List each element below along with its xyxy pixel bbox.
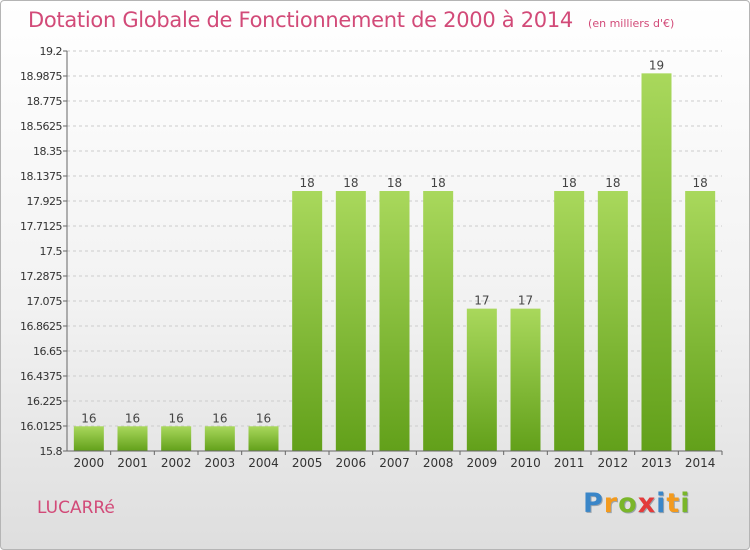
bar-2002 — [161, 426, 192, 451]
bar-value-label: 17 — [518, 294, 533, 308]
commune-name: LUCARRé — [37, 498, 115, 518]
x-tick-labels: 2000 2001 2002 2003 2004 2005 2006 2007 2008 2009… — [74, 451, 723, 470]
y-tick-label: 15.8 — [40, 445, 63, 458]
x-tick-label: 2012 — [598, 456, 629, 470]
x-tick-label: 2008 — [423, 456, 454, 470]
y-tick-label: 18.775 — [27, 95, 63, 108]
x-tick-label: 2010 — [510, 456, 541, 470]
bar-2009 — [466, 308, 497, 451]
bar-2004 — [248, 426, 279, 451]
bar-value-label: 17 — [474, 294, 489, 308]
x-tick-label: 2004 — [248, 456, 279, 470]
bar-value-labels: 16 16 16 16 16 18 18 18 18 17 17 18 18 19 18 — [81, 58, 708, 425]
bar-value-label: 16 — [169, 411, 184, 425]
bar-value-label: 18 — [343, 176, 358, 190]
bar-value-label: 16 — [212, 411, 227, 425]
x-tick-label: 2001 — [117, 456, 148, 470]
brand-letter: i — [656, 488, 667, 519]
x-tick-label: 2000 — [74, 456, 105, 470]
brand-letter: P — [583, 488, 604, 519]
axes — [66, 51, 722, 452]
chart-title: Dotation Globale de Fonctionnement de 20… — [28, 8, 573, 32]
bar-2005 — [292, 191, 323, 451]
bar-2006 — [335, 191, 366, 451]
bar-2012 — [597, 191, 628, 451]
x-tick-label: 2011 — [554, 456, 585, 470]
bar-value-label: 18 — [693, 176, 708, 190]
brand-letter: i — [680, 488, 691, 519]
chart-unit: (en milliers d'€) — [588, 17, 675, 30]
y-tick-label: 16.4375 — [20, 370, 62, 383]
y-tick-label: 16.65 — [33, 345, 62, 358]
y-tick-label: 17.075 — [27, 295, 63, 308]
bar-value-label: 19 — [649, 58, 664, 72]
bar-2014 — [685, 191, 716, 451]
y-tick-label: 16.8625 — [20, 320, 62, 333]
bar-value-label: 16 — [256, 411, 271, 425]
brand-letter: x — [637, 488, 657, 519]
bar-2000 — [73, 426, 104, 451]
brand-letter: r — [603, 488, 619, 519]
bar-2003 — [204, 426, 235, 451]
x-tick-label: 2007 — [379, 456, 410, 470]
y-tick-label: 19.2 — [40, 45, 63, 58]
x-tick-label: 2005 — [292, 456, 323, 470]
bar-value-label: 16 — [125, 411, 140, 425]
bar-2007 — [379, 191, 410, 451]
y-tick-label: 18.1375 — [20, 170, 62, 183]
bar-value-label: 18 — [431, 176, 446, 190]
bar-value-label: 18 — [300, 176, 315, 190]
bar-value-label: 18 — [562, 176, 577, 190]
x-tick-label: 2003 — [205, 456, 236, 470]
bars — [73, 73, 716, 452]
y-tick-label: 17.925 — [27, 195, 63, 208]
y-tick-label: 18.9875 — [20, 70, 62, 83]
bar-2011 — [554, 191, 585, 451]
x-tick-label: 2006 — [336, 456, 367, 470]
y-tick-label: 17.5 — [40, 245, 63, 258]
brand-letter: o — [618, 488, 638, 519]
x-tick-label: 2002 — [161, 456, 192, 470]
bar-value-label: 18 — [387, 176, 402, 190]
grid-lines — [63, 50, 722, 452]
proxiti-logo: Proxiti — [583, 488, 691, 519]
bar-value-label: 18 — [605, 176, 620, 190]
bar-2013 — [641, 73, 672, 452]
bar-2008 — [423, 191, 454, 451]
title-row: Dotation Globale de Fonctionnement de 20… — [28, 8, 674, 32]
y-tick-label: 16.225 — [27, 395, 63, 408]
y-tick-label: 17.2875 — [20, 270, 62, 283]
x-tick-label: 2014 — [685, 456, 716, 470]
bar-2001 — [117, 426, 148, 451]
x-tick-label: 2009 — [467, 456, 498, 470]
bar-2010 — [510, 308, 541, 451]
y-tick-label: 16.0125 — [20, 420, 62, 433]
y-tick-labels: 15.8 16.0125 16.225 16.4375 16.65 16.8625 17.0… — [20, 45, 63, 458]
x-tick-label: 2013 — [641, 456, 672, 470]
brand-letter: t — [666, 488, 681, 519]
y-tick-label: 18.35 — [33, 145, 62, 158]
y-tick-label: 18.5625 — [20, 120, 62, 133]
bar-value-label: 16 — [81, 411, 96, 425]
y-tick-label: 17.7125 — [20, 220, 62, 233]
